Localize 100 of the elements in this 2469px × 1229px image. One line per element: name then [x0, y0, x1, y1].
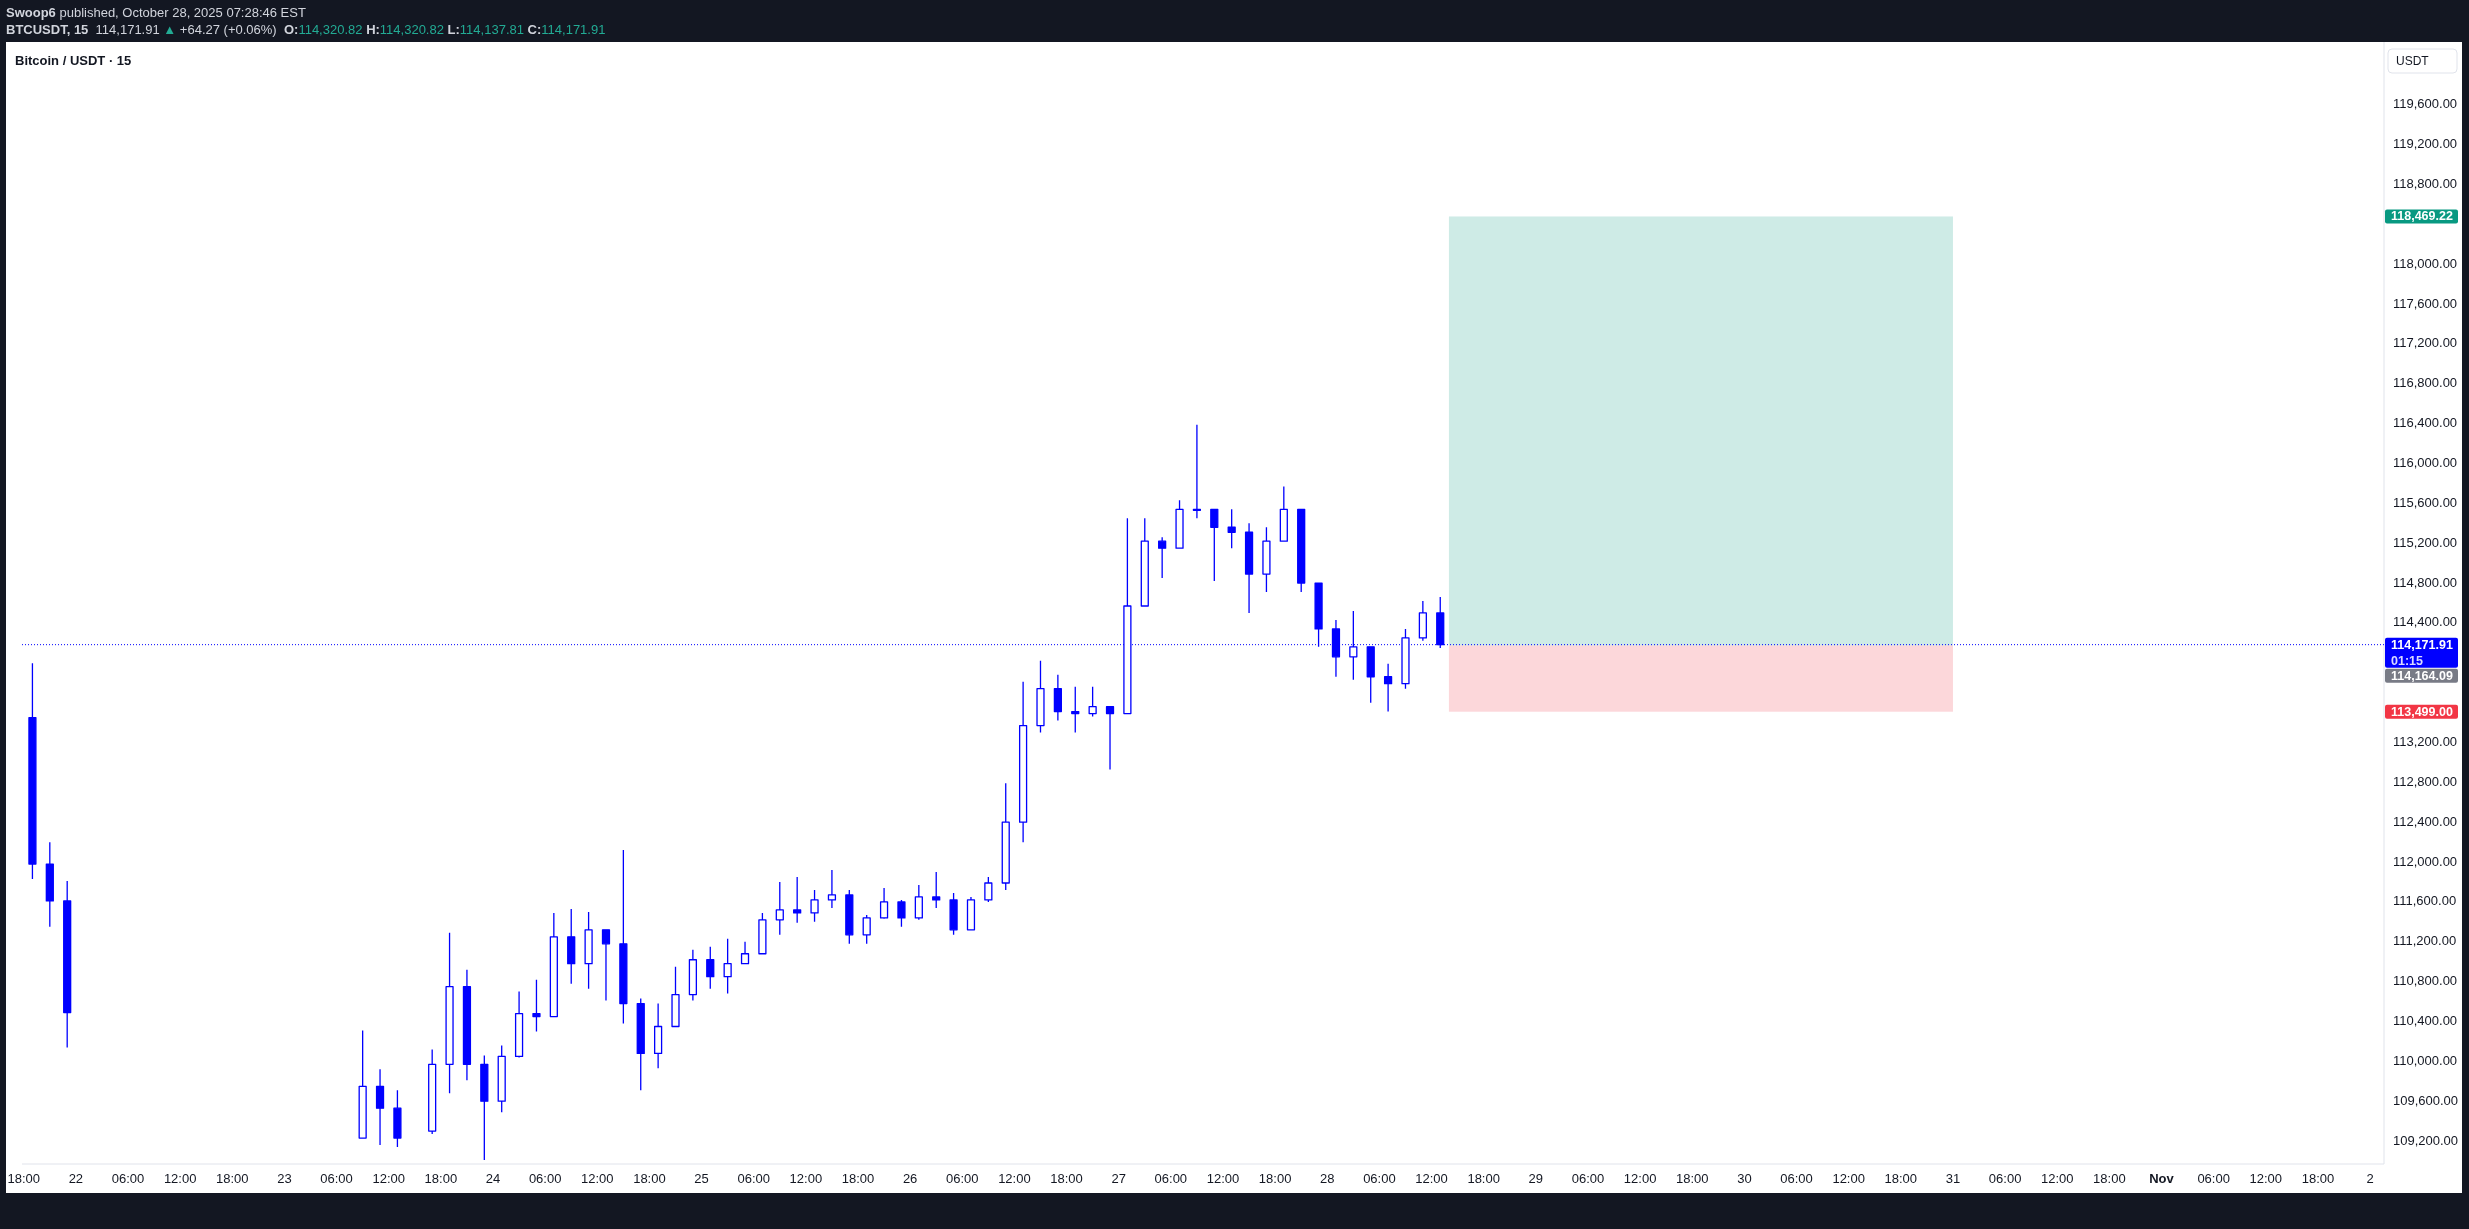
x-tick-label: 28 — [1320, 1170, 1335, 1186]
candlestick — [428, 1048, 437, 1135]
y-tick-label: 109,200.00 — [2393, 1132, 2459, 1148]
candlestick — [1175, 499, 1184, 549]
y-tick-label: 116,800.00 — [2393, 375, 2458, 391]
candlestick — [1140, 517, 1149, 607]
candlestick — [897, 899, 906, 928]
y-tick-label: 110,800.00 — [2393, 973, 2458, 989]
x-tick-label: 06:00 — [1988, 1170, 2022, 1186]
x-tick-label: 06:00 — [320, 1170, 353, 1186]
y-tick-label: 114,800.00 — [2393, 574, 2458, 590]
candlestick — [1053, 674, 1062, 722]
candlestick — [601, 929, 611, 1002]
x-tick-label: 18:00 — [2093, 1170, 2126, 1186]
candlestick — [914, 884, 923, 921]
candlestick — [1088, 686, 1097, 718]
candlestick — [1158, 536, 1167, 579]
x-tick-label: 12:00 — [163, 1170, 197, 1186]
y-tick-label: 118,000.00 — [2393, 255, 2458, 271]
x-tick-label: Nov — [2149, 1170, 2175, 1186]
candlestick — [793, 876, 802, 924]
candlestick — [1279, 485, 1288, 542]
candlestick — [740, 941, 750, 965]
y-tick-label: 112,000.00 — [2393, 853, 2458, 869]
candlestick — [1418, 600, 1427, 642]
y-tick-label: 113,499.00 — [2391, 704, 2453, 719]
y-tick-label: 115,200.00 — [2393, 534, 2458, 550]
x-tick-label: 22 — [68, 1170, 84, 1186]
candlestick — [1001, 782, 1010, 891]
x-tick-label: 29 — [1528, 1170, 1544, 1186]
candlestick — [636, 997, 645, 1091]
y-tick-label: 110,000.00 — [2393, 1052, 2458, 1068]
x-tick-label: 27 — [1111, 1170, 1126, 1186]
y-tick-label: 110,400.00 — [2393, 1013, 2458, 1029]
candlestick — [532, 979, 541, 1033]
y-tick-label: 111,600.00 — [2393, 893, 2457, 909]
candlestick — [1192, 423, 1202, 519]
candlestick — [688, 949, 698, 1002]
y-tick-label: 114,400.00 — [2393, 614, 2458, 630]
candlestick — [1262, 526, 1271, 593]
x-tick-label: 18:00 — [633, 1170, 666, 1186]
candlestick — [932, 871, 941, 909]
y-tick-label: 111,200.00 — [2393, 933, 2457, 949]
x-tick-label: 18:00 — [424, 1170, 458, 1186]
x-tick-label: 06:00 — [1571, 1170, 1605, 1186]
candlestick — [1227, 508, 1236, 549]
y-tick-label: 112,400.00 — [2393, 813, 2458, 829]
x-tick-label: 18:00 — [2301, 1170, 2335, 1186]
x-tick-label: 12:00 — [789, 1170, 823, 1186]
x-tick-label: 06:00 — [1154, 1170, 1188, 1186]
candlestick — [984, 876, 993, 903]
candlestick — [1071, 686, 1080, 734]
candlestick — [862, 914, 871, 945]
candlestick — [63, 880, 72, 1049]
x-tick-label: 18:00 — [7, 1170, 41, 1186]
x-tick-label: 12:00 — [1206, 1170, 1240, 1186]
x-tick-label: 12:00 — [998, 1170, 1031, 1186]
x-tick-label: 18:00 — [841, 1170, 875, 1186]
x-tick-label: 12:00 — [2249, 1170, 2283, 1186]
x-tick-label: 30 — [1737, 1170, 1752, 1186]
x-tick-label: 12:00 — [1623, 1170, 1657, 1186]
candlestick — [514, 990, 524, 1059]
candlestick — [1314, 582, 1323, 648]
candlestick — [654, 1002, 663, 1069]
y-tick-label: 112,800.00 — [2393, 773, 2458, 789]
candlestick — [393, 1089, 402, 1148]
candlestick — [45, 841, 54, 928]
candlestick — [1244, 522, 1254, 614]
x-tick-label: 12:00 — [1832, 1170, 1865, 1186]
candlestick — [445, 932, 454, 1094]
x-tick-label: 31 — [1945, 1170, 1961, 1186]
y-axis-title: USDT — [2396, 54, 2430, 68]
y-tick-label: 116,400.00 — [2393, 415, 2458, 431]
y-tick-label: 109,600.00 — [2393, 1092, 2459, 1108]
candlestick — [723, 938, 732, 995]
x-tick-label: 06:00 — [111, 1170, 145, 1186]
x-tick-label: 06:00 — [946, 1170, 979, 1186]
ref-line-label: 114,171.91 01:15 — [2391, 637, 2453, 668]
x-tick-label: 06:00 — [2197, 1170, 2230, 1186]
x-tick-label: 18:00 — [1258, 1170, 1292, 1186]
candlestick — [549, 912, 558, 1018]
candlestick — [879, 887, 889, 920]
x-tick-label: 12:00 — [581, 1170, 614, 1186]
candlestick — [1105, 705, 1115, 771]
candlestick — [1297, 508, 1306, 593]
candlestick — [584, 911, 593, 990]
text: Swoop6 published, October 28, 2025 07:28:46 EST BTCUSDT, 15 114,171.91 ▲ +64.27 (+0.06%) O:114,320.82 H:114,320.82 L:114,137.81 C:114,171.91 — [6, 4, 606, 37]
x-tick-label: 06:00 — [1363, 1170, 1396, 1186]
candlestick — [1018, 681, 1028, 843]
candlestick — [28, 662, 37, 880]
y-tick-label: 118,800.00 — [2393, 176, 2458, 191]
x-tick-label: 06:00 — [737, 1170, 770, 1186]
candlestick — [480, 1054, 489, 1161]
x-tick-label: 26 — [902, 1170, 918, 1186]
x-tick-label: 25 — [694, 1170, 709, 1186]
candlestick — [810, 889, 819, 923]
x-tick-label: 18:00 — [1675, 1170, 1709, 1186]
y-tick-label: 118,469.22 — [2391, 209, 2453, 224]
candlestick — [949, 892, 958, 936]
x-tick-label: 12:00 — [372, 1170, 405, 1186]
